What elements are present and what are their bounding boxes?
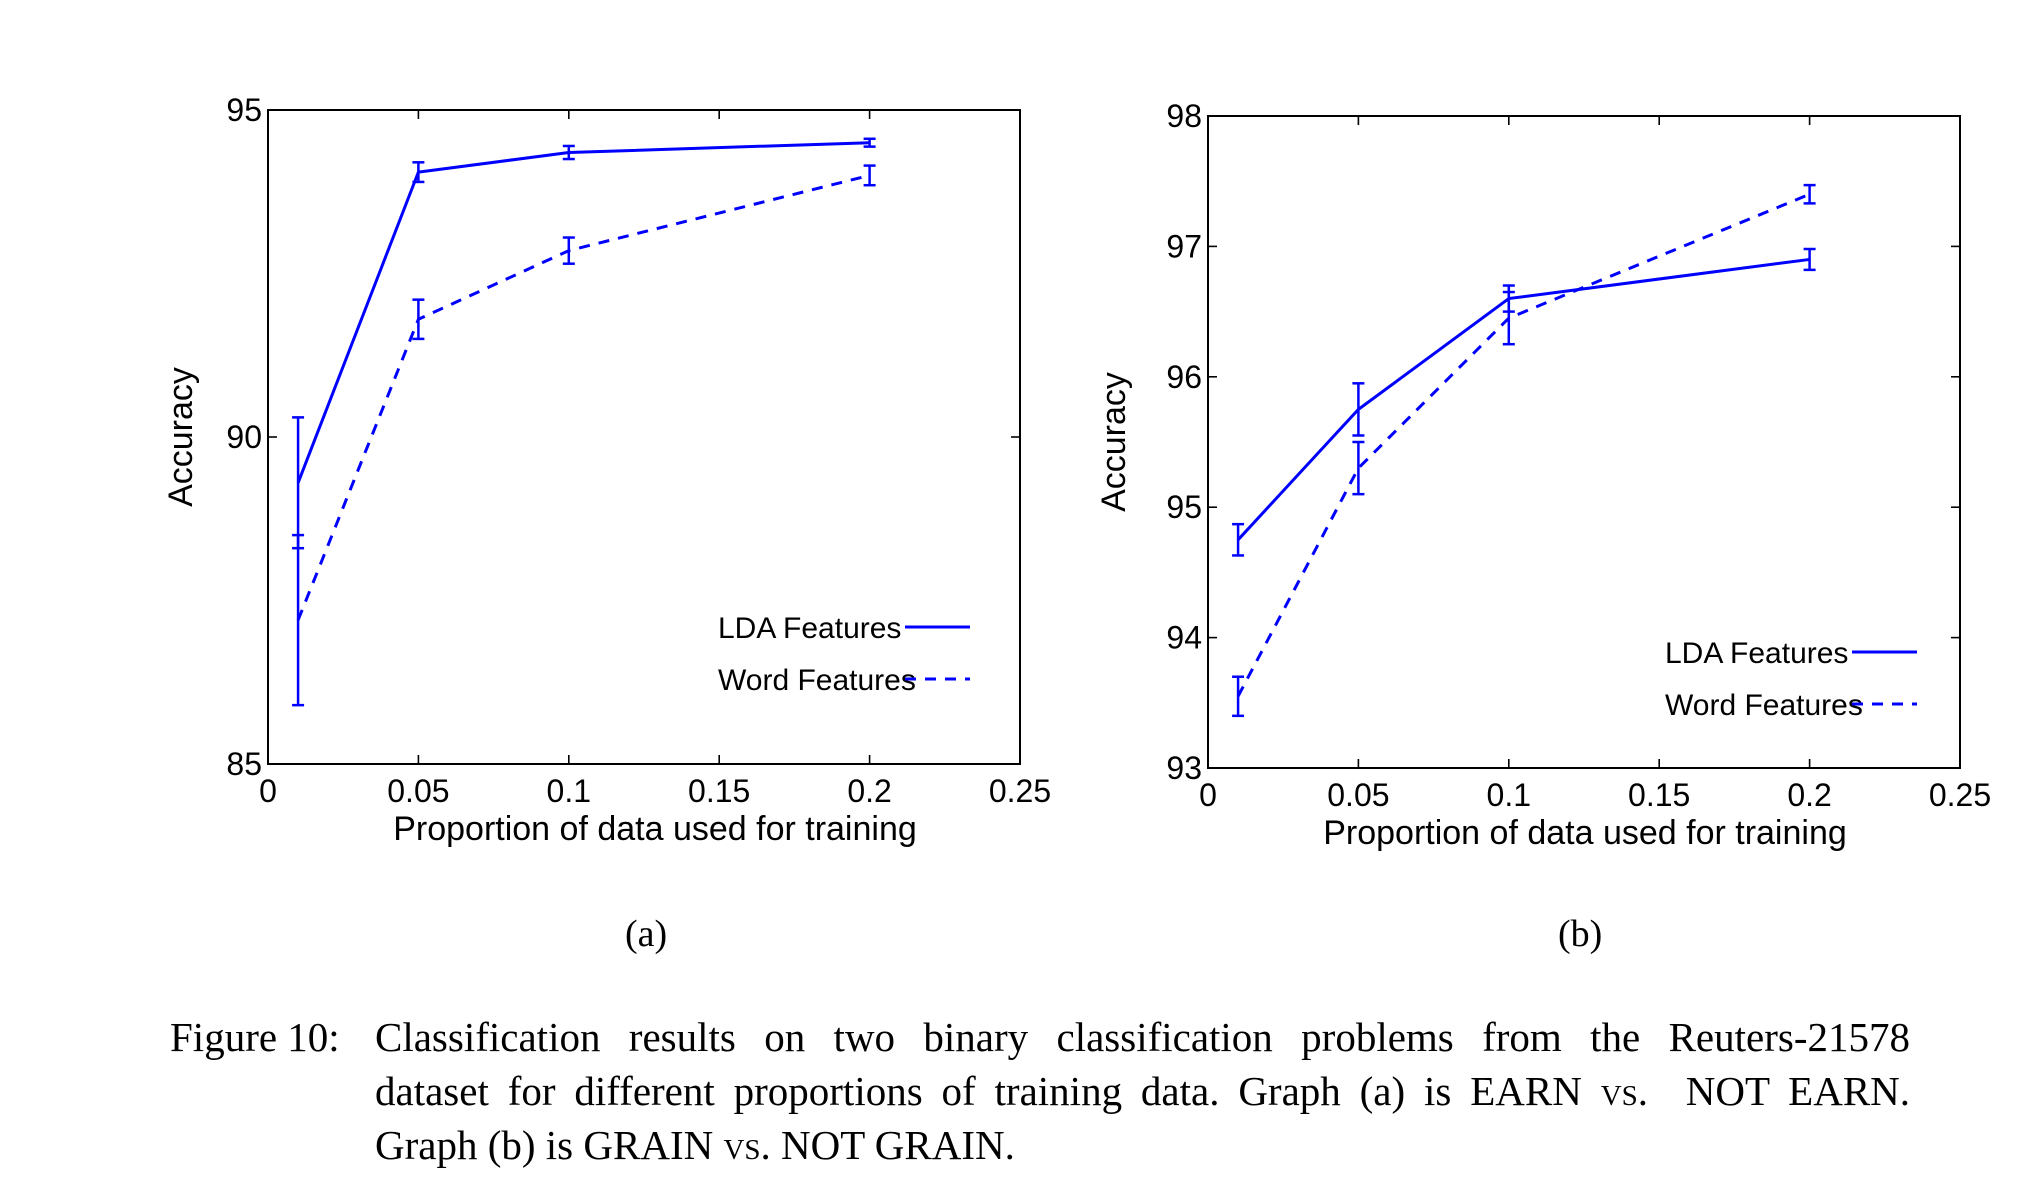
series-line-lda: [1236, 257, 1810, 541]
caption-line-3-end: .: [1004, 1122, 1015, 1168]
caption-earn: EARN: [1470, 1068, 1582, 1114]
caption-line-3-text: Graph (b) is: [375, 1122, 584, 1168]
legend-label: Word Features: [718, 664, 916, 697]
x-tick-label: 0.2: [1787, 777, 1831, 813]
y-axis-label: Accuracy: [162, 367, 200, 507]
panel-label-a: (a): [625, 913, 668, 955]
y-tick-label: 90: [226, 419, 262, 455]
caption-not-earn: NOT EARN: [1685, 1068, 1900, 1114]
x-tick-label: 0.25: [1929, 777, 1991, 813]
caption-line-2: dataset for different proportions of tra…: [375, 1064, 1910, 1118]
caption-label: Figure 10:: [170, 1014, 340, 1060]
x-axis-label: Proportion of data used for training: [393, 810, 917, 848]
plot-frame: [1207, 115, 1961, 769]
caption-line-1: Classification results on two binary cla…: [375, 1014, 1910, 1060]
y-tick-label: 96: [1166, 359, 1202, 395]
x-tick-label: 0.1: [547, 773, 591, 809]
y-tick-label: 95: [1166, 489, 1202, 525]
x-tick-label: 0.05: [387, 773, 449, 809]
caption-line-3: Graph (b) is GRAIN vs. NOT GRAIN.: [375, 1118, 1910, 1172]
legend-label: Word Features: [1665, 689, 1863, 722]
x-tick-label: 0.15: [1628, 777, 1690, 813]
legend-label: LDA Features: [1665, 637, 1848, 670]
chart-b: 0 0.05 0.1 0.15 0.2 0.25 93 94 95 96 97 98 Proportio…: [1095, 98, 1991, 852]
y-axis-label: Accuracy: [1095, 372, 1133, 512]
x-axis-label: Proportion of data used for training: [1323, 814, 1847, 852]
y-tick-label: 98: [1166, 98, 1202, 134]
x-tick-label: 0.25: [989, 773, 1051, 809]
y-tick-label: 97: [1166, 228, 1202, 264]
y-tick-label: 95: [226, 92, 262, 128]
x-tick-label: 0: [259, 773, 277, 809]
y-tick-label: 85: [226, 746, 262, 782]
caption-line-2-end: .: [1899, 1068, 1911, 1114]
caption-not-grain: NOT GRAIN: [781, 1122, 1005, 1168]
x-tick-label: 0: [1199, 777, 1217, 813]
caption-line-2-text: dataset for different proportions of tra…: [375, 1068, 1471, 1114]
series-line-word: [1236, 192, 1811, 697]
series-line-lda: [296, 141, 870, 484]
caption-text: Classification results on two binary cla…: [375, 1010, 1910, 1172]
caption-grain: GRAIN: [583, 1122, 714, 1168]
caption-vs-a: vs.: [1600, 1068, 1649, 1114]
x-tick-label: 0.15: [688, 773, 750, 809]
caption-vs-b: vs.: [723, 1122, 771, 1168]
legend-label: LDA Features: [718, 612, 901, 645]
series-line-word: [296, 173, 870, 621]
panel-label-b: (b): [1558, 913, 1603, 955]
x-tick-label: 0.05: [1327, 777, 1389, 813]
y-tick-label: 94: [1166, 620, 1202, 656]
x-tick-label: 0.1: [1487, 777, 1531, 813]
chart-a: 0 0.05 0.1 0.15 0.2 0.25 85 90 95 Proportion of d…: [162, 92, 1051, 848]
x-tick-label: 0.2: [847, 773, 891, 809]
y-tick-label: 93: [1166, 750, 1202, 786]
